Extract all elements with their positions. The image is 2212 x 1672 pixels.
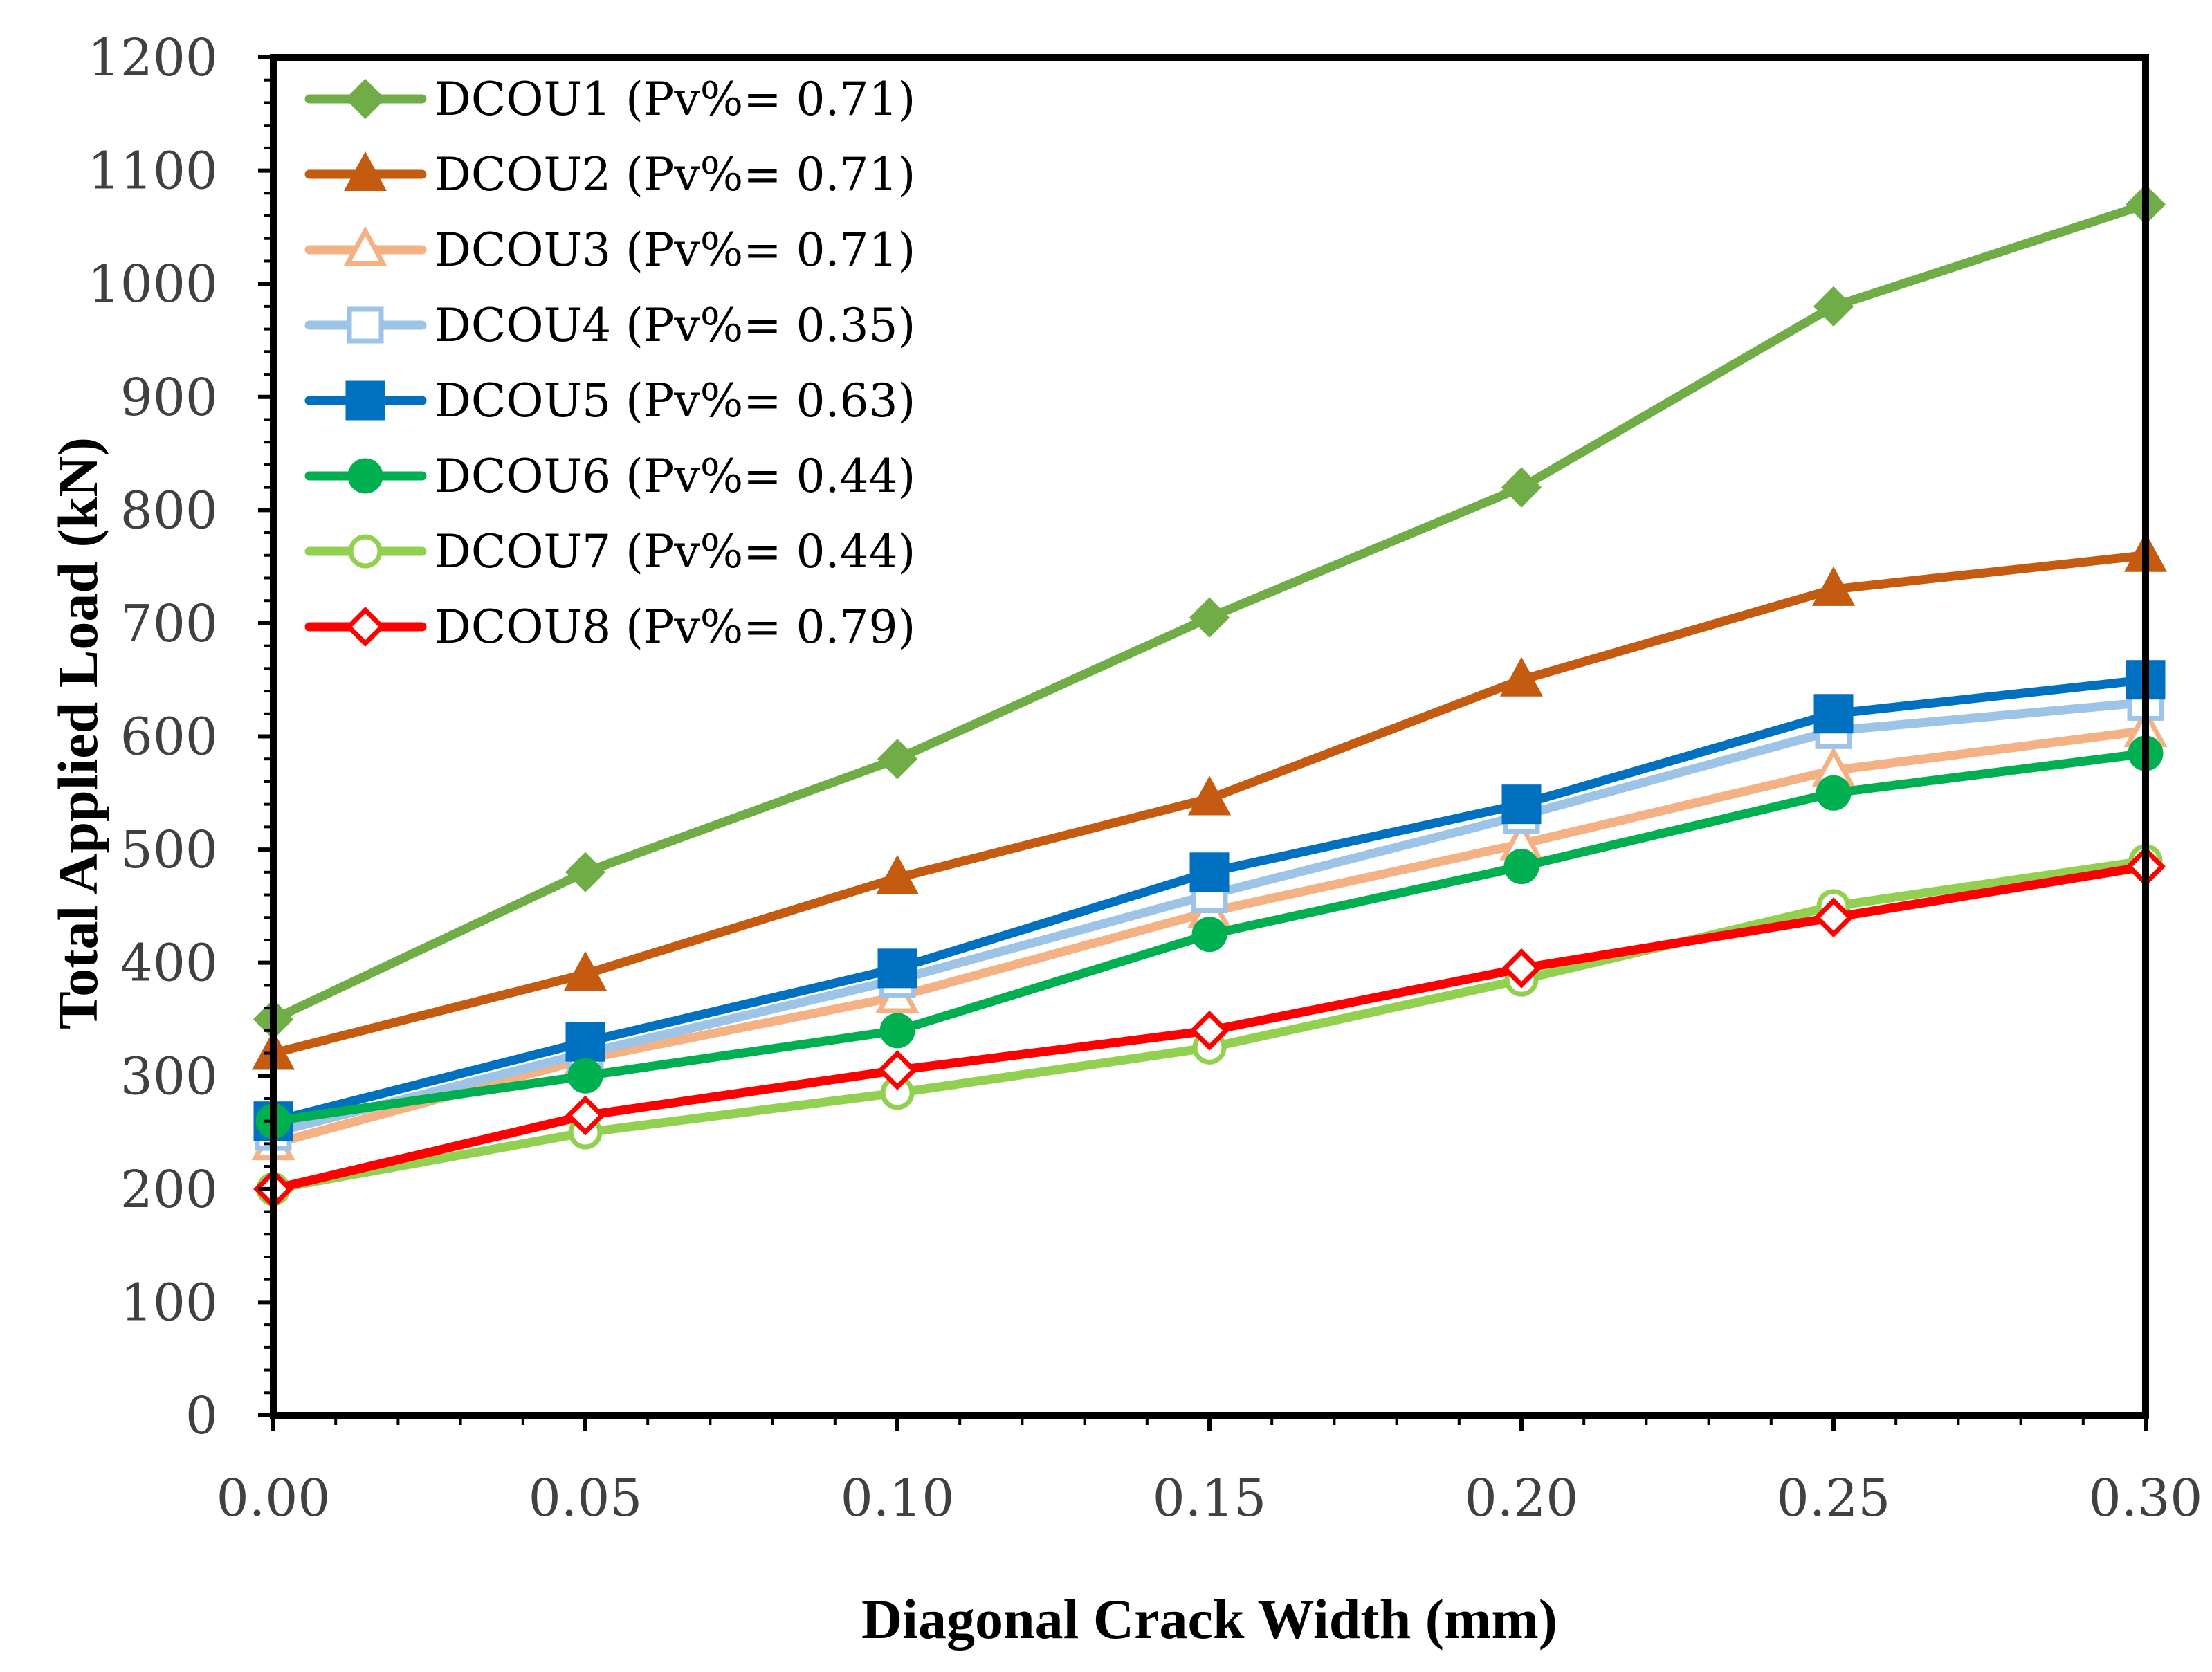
legend-marker (345, 78, 386, 120)
y-tick-label: 300 (120, 1047, 218, 1106)
data-point (879, 1013, 915, 1049)
data-point (1813, 897, 1854, 938)
legend: DCOU1 (Pv%= 0.71) DCOU2 (Pv%= 0.71) DCOU3 … (304, 73, 915, 654)
y-tick-label: 800 (120, 481, 218, 540)
legend-marker (348, 534, 383, 569)
legend-label: DCOU7 (Pv%= 0.44) (435, 525, 915, 578)
x-axis-title: Diagonal Crack Width (mm) (861, 1588, 1557, 1651)
x-tick-label: 0.30 (2089, 1469, 2203, 1528)
x-tick-label: 0.20 (1465, 1469, 1579, 1528)
legend-label: DCOU5 (Pv%= 0.63) (435, 374, 915, 428)
data-point (877, 1050, 917, 1091)
legend-label: DCOU6 (Pv%= 0.44) (435, 450, 915, 503)
data-point (1501, 467, 1542, 508)
legend-item: DCOU6 (Pv%= 0.44) (304, 450, 915, 503)
legend-marker (347, 458, 383, 494)
data-point (1189, 1010, 1230, 1051)
data-point (1813, 286, 1854, 327)
data-point (1187, 775, 1232, 816)
x-tick-label: 0.15 (1153, 1469, 1267, 1528)
data-point (565, 1095, 605, 1136)
x-tick-label: 0.10 (841, 1469, 955, 1528)
y-tick-label: 200 (120, 1160, 218, 1220)
data-point (1813, 694, 1854, 734)
y-tick-label: 1100 (88, 142, 218, 201)
legend-marker (347, 306, 384, 344)
legend-item: DCOU1 (Pv%= 0.71) (304, 73, 915, 126)
data-point (877, 948, 917, 989)
legend-marker (343, 226, 387, 266)
data-point (1503, 849, 1539, 885)
data-point (565, 1022, 605, 1062)
x-tick-label: 0.00 (217, 1469, 331, 1528)
legend-item: DCOU5 (Pv%= 0.63) (304, 374, 915, 428)
legend-label: DCOU2 (Pv%= 0.71) (435, 148, 915, 201)
series-1 (253, 184, 2166, 1040)
legend-label: DCOU4 (Pv%= 0.35) (435, 299, 915, 352)
data-point (877, 739, 918, 780)
legend-item: DCOU2 (Pv%= 0.71) (304, 148, 915, 201)
y-axis: 0 100 200 300 400 500 600 700 800 900 1000 1100 1200 (88, 28, 273, 1446)
data-point (567, 1058, 603, 1094)
y-tick-label: 1200 (88, 28, 218, 88)
legend-marker (345, 380, 385, 421)
data-point (1501, 948, 1542, 989)
data-point (1189, 597, 1230, 638)
x-tick-label: 0.25 (1777, 1469, 1891, 1528)
x-axis: 0.00 0.05 0.10 0.15 0.20 0.25 0.30 (217, 1415, 2203, 1528)
data-point (1501, 784, 1542, 825)
legend-item: DCOU3 (Pv%= 0.71) (304, 223, 915, 277)
data-point (875, 854, 920, 894)
y-tick-label: 600 (120, 708, 218, 767)
y-tick-label: 500 (120, 820, 218, 880)
legend-label: DCOU8 (Pv%= 0.79) (435, 600, 915, 654)
y-tick-label: 1000 (88, 255, 218, 314)
legend-label: DCOU3 (Pv%= 0.71) (435, 223, 915, 277)
data-point (1189, 852, 1230, 892)
legend-marker (345, 607, 385, 647)
legend-marker (343, 151, 387, 191)
y-tick-label: 400 (120, 934, 218, 993)
data-point (563, 950, 607, 991)
legend-label: DCOU1 (Pv%= 0.71) (435, 73, 915, 126)
y-tick-label: 100 (120, 1273, 218, 1332)
legend-item: DCOU7 (Pv%= 0.44) (304, 525, 915, 578)
y-tick-label: 700 (120, 594, 218, 654)
data-point (1811, 566, 1856, 606)
data-point (1191, 917, 1227, 953)
legend-item: DCOU8 (Pv%= 0.79) (304, 600, 915, 654)
x-tick-label: 0.05 (529, 1469, 643, 1528)
y-tick-label: 0 (185, 1386, 218, 1446)
series-2 (251, 532, 2168, 1070)
y-tick-label: 900 (120, 368, 218, 428)
data-point (1499, 656, 1544, 697)
y-axis-title: Total Applied Load (kN) (46, 437, 109, 1029)
data-point (565, 852, 606, 892)
legend-item: DCOU4 (Pv%= 0.35) (304, 299, 915, 352)
data-point (1816, 775, 1852, 811)
